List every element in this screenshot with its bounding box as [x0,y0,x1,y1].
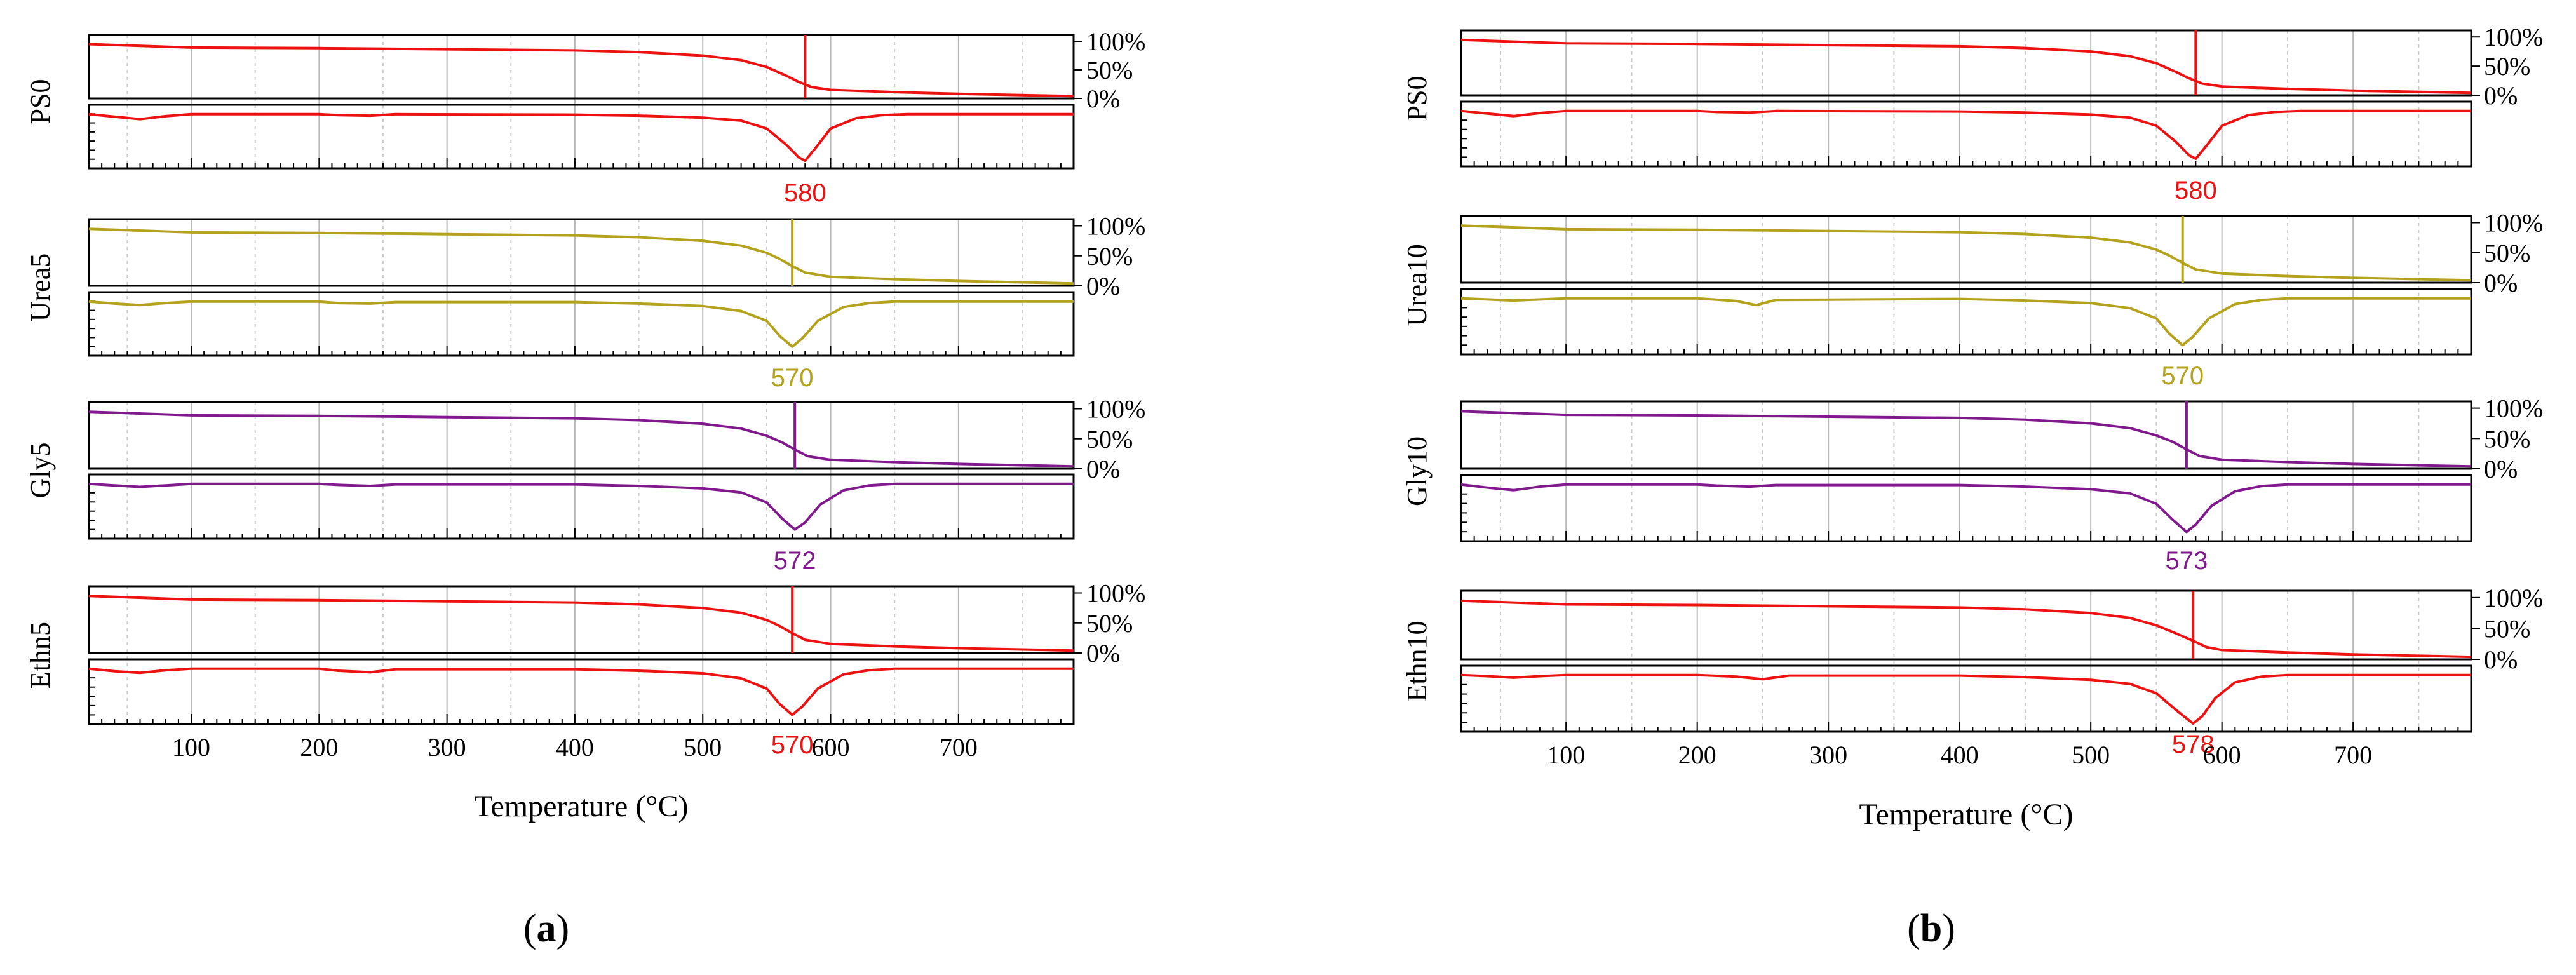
tg-frame-b-Gly10 [1460,400,2472,470]
tg-curve-a-PS0 [88,43,1074,98]
dtg-curve-b-PS0 [1460,109,2471,160]
dtg-frame-b-PS0 [1460,100,2472,168]
dtg-curve-b-Gly10 [1460,483,2471,534]
pct-label-b-1-100: 100% [2484,209,2543,238]
dtg-frame-a-Gly5 [88,473,1075,540]
dtg-frame-a-Ethn5 [88,658,1075,725]
peak-label-a-Urea5: 570 [771,364,814,392]
pct-label-b-3-50: 50% [2484,614,2530,643]
sample-label-a-Urea5: Urea5 [25,253,56,322]
pct-label-a-2-100: 100% [1086,395,1145,424]
dtg-frame-b-Urea10 [1460,288,2472,356]
pct-label-b-2-0: 0% [2484,455,2518,483]
x-tick-label-b-700: 700 [2334,741,2372,769]
dtg-frame-a-Urea5 [88,291,1075,357]
pct-label-b-0-0: 0% [2484,81,2518,110]
caption-a: (a) [523,907,569,950]
peak-label-a-Gly5: 572 [774,547,816,575]
caption-letter-a: a [537,907,556,950]
pct-label-a-2-0: 0% [1086,455,1120,483]
dtg-frame-b-Ethn10 [1460,664,2472,733]
pct-label-b-1-50: 50% [2484,239,2530,267]
x-tick-label-a-500: 500 [684,733,722,762]
pct-label-b-2-50: 50% [2484,424,2530,453]
pct-label-b-1-0: 0% [2484,269,2518,297]
sample-label-a-Ethn5: Ethn5 [25,622,56,689]
sample-label-b-Ethn10: Ethn10 [1401,621,1433,701]
pct-label-a-3-0: 0% [1086,639,1120,668]
pct-label-a-1-0: 0% [1086,272,1120,300]
tg-curve-b-Gly10 [1460,410,2472,468]
x-tick-label-a-400: 400 [556,733,594,762]
dtg-frame-b-Gly10 [1460,474,2472,542]
sample-label-b-Urea10: Urea10 [1401,244,1433,326]
sample-label-b-Gly10: Gly10 [1401,436,1433,506]
pct-label-b-3-100: 100% [2484,584,2543,612]
dtg-curve-a-Gly5 [88,482,1074,531]
peak-label-a-PS0: 580 [784,179,826,207]
x-tick-label-b-500: 500 [2072,741,2110,769]
tg-frame-a-Urea5 [88,218,1075,287]
x-tick-label-b-300: 300 [1809,741,1847,769]
x-tick-label-a-100: 100 [172,733,210,762]
x-tick-label-a-700: 700 [940,733,978,762]
pct-label-a-0-100: 100% [1086,27,1145,56]
tg-curve-b-Ethn10 [1460,599,2472,659]
x-tick-label-a-600: 600 [812,733,850,762]
pct-label-a-1-50: 50% [1086,242,1133,271]
tg-frame-b-PS0 [1460,29,2472,97]
pct-label-a-0-0: 0% [1086,84,1120,113]
pct-label-a-1-100: 100% [1086,212,1145,241]
tg-curve-a-Urea5 [88,227,1074,285]
tg-frame-b-Urea10 [1460,215,2472,284]
x-axis-title-b: Temperature (°C) [1859,798,2073,831]
tg-curve-a-Gly5 [88,410,1074,468]
x-tick-label-b-600: 600 [2203,741,2241,769]
x-tick-label-b-200: 200 [1678,741,1716,769]
pct-label-b-3-0: 0% [2484,645,2518,674]
pct-label-b-2-100: 100% [2484,394,2543,423]
tg-curve-b-Urea10 [1460,224,2472,282]
dtg-frame-a-PS0 [88,104,1075,170]
pct-label-a-0-50: 50% [1086,56,1133,84]
sample-label-a-Gly5: Gly5 [25,443,56,499]
tg-curve-b-PS0 [1460,38,2472,95]
peak-label-b-Urea10: 570 [2161,362,2204,390]
dtg-curve-a-Urea5 [88,300,1074,348]
dtg-curve-b-Ethn10 [1460,673,2471,725]
tg-frame-b-Ethn10 [1460,589,2472,661]
dtg-curve-a-PS0 [88,112,1074,163]
caption-b: (b) [1907,907,1955,950]
pct-label-b-0-50: 50% [2484,52,2530,81]
peak-label-a-Ethn5: 570 [771,731,814,759]
sample-label-a-PS0: PS0 [25,79,56,124]
tg-curve-a-Ethn5 [88,595,1074,652]
x-tick-label-a-200: 200 [300,733,338,762]
sample-label-b-PS0: PS0 [1401,76,1433,121]
pct-label-a-3-100: 100% [1086,579,1145,608]
x-axis-title-a: Temperature (°C) [474,790,688,823]
tg-frame-a-PS0 [88,34,1075,100]
peak-label-b-PS0: 580 [2175,177,2217,205]
tg-frame-a-Gly5 [88,401,1075,470]
x-tick-label-a-300: 300 [428,733,466,762]
caption-letter-b: b [1920,907,1942,950]
peak-label-b-Gly10: 573 [2166,547,2208,575]
pct-label-a-3-50: 50% [1086,609,1133,638]
pct-label-b-0-100: 100% [2484,23,2543,51]
x-tick-label-b-100: 100 [1547,741,1585,769]
tg-frame-a-Ethn5 [88,585,1075,654]
peak-label-b-Ethn10: 578 [2172,730,2215,758]
dtg-curve-a-Ethn5 [88,667,1074,716]
x-tick-label-b-400: 400 [1941,741,1979,769]
pct-label-a-2-50: 50% [1086,425,1133,454]
dtg-curve-b-Urea10 [1460,297,2471,347]
